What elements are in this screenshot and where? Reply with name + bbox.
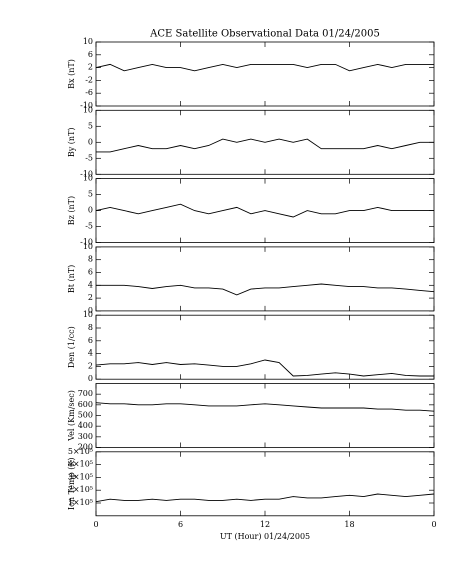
panel-frame: [95, 41, 435, 107]
y-tick-label: -10: [80, 101, 93, 110]
y-tick-label: 0: [88, 374, 93, 383]
y-tick-label: 4×10⁵: [68, 460, 93, 469]
y-tick-label: 4: [88, 349, 93, 358]
y-tick-label: 10: [83, 105, 93, 114]
x-tick-label: 6: [178, 520, 183, 529]
y-tick-label: 700: [78, 389, 93, 398]
x-tick-label: 0: [93, 520, 98, 529]
panel-frame: [95, 246, 435, 312]
data-line: [95, 63, 434, 72]
y-tick-label: 600: [78, 400, 93, 409]
y-axis-label: Ion Temp (K): [67, 458, 76, 511]
y-tick-label: 5: [88, 190, 93, 199]
y-axis-label: Bz (nT): [67, 196, 76, 225]
data-line: [95, 359, 434, 377]
chart-title: ACE Satellite Observational Data 01/24/2…: [149, 29, 380, 40]
y-tick-label: -5: [85, 153, 93, 162]
data-line: [96, 283, 435, 296]
x-axis-label: UT (Hour) 01/24/2005: [220, 532, 310, 541]
y-tick-label: 2: [88, 63, 93, 72]
y-axis-label: Bx (nT): [67, 59, 76, 89]
y-tick-label: 500: [78, 411, 93, 420]
y-tick-label: 300: [78, 432, 93, 441]
y-tick-label: 3×10⁵: [68, 472, 93, 481]
y-tick-label: -5: [85, 222, 93, 231]
data-line: [95, 203, 434, 218]
y-tick-label: 400: [78, 421, 93, 430]
y-tick-label: 200: [78, 443, 93, 452]
panel-frame: [95, 451, 435, 517]
y-tick-label: 5×10⁵: [68, 447, 93, 456]
y-tick-label: 2×10⁵: [68, 485, 93, 494]
y-tick-label: -2: [85, 75, 93, 84]
y-tick-label: 10: [83, 37, 93, 46]
y-tick-label: -6: [85, 88, 93, 97]
x-tick-label: 0: [431, 520, 436, 529]
data-line: [96, 138, 434, 153]
panel-frame: [95, 314, 435, 380]
y-tick-label: 0: [88, 137, 93, 146]
data-line: [95, 402, 435, 412]
y-axis-label: Den (1/cc): [67, 326, 76, 368]
y-tick-label: 0: [88, 206, 93, 215]
y-tick-label: -10: [80, 169, 93, 178]
data-line: [95, 493, 435, 503]
y-tick-label: 4: [88, 280, 93, 289]
y-tick-label: 8: [88, 323, 93, 332]
y-tick-label: 10: [83, 242, 93, 251]
y-tick-label: 1×10⁵: [68, 498, 93, 507]
y-axis-label: Bt (nT): [67, 265, 76, 293]
x-tick-label: 12: [260, 520, 270, 529]
y-tick-label: -10: [80, 238, 93, 247]
y-tick-label: 6: [88, 268, 93, 277]
y-tick-label: 2: [88, 293, 93, 302]
y-axis-label: Vel (Km/sec): [67, 390, 76, 442]
y-tick-label: 8: [88, 255, 93, 264]
y-tick-label: 6: [88, 336, 93, 345]
y-tick-label: 0: [88, 306, 93, 315]
y-tick-label: 10: [83, 310, 93, 319]
panel-frame: [95, 383, 435, 448]
y-tick-label: 5: [88, 121, 93, 130]
y-tick-label: 2: [88, 361, 93, 370]
y-axis-label: By (nT): [67, 127, 76, 157]
y-tick-label: 10: [83, 174, 93, 183]
x-tick-label: 18: [344, 520, 354, 529]
y-tick-label: 6: [88, 50, 93, 59]
